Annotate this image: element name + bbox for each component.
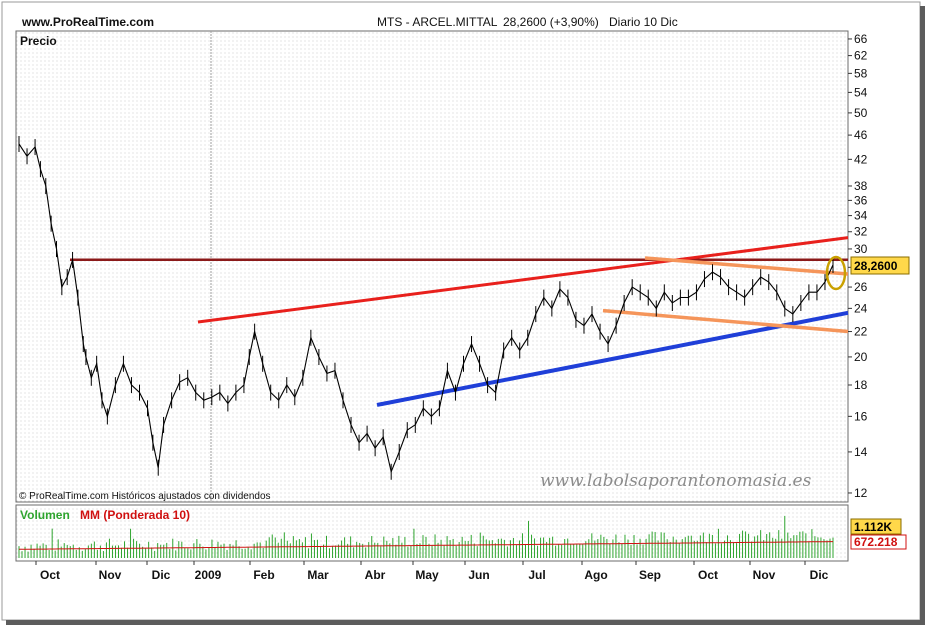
volume-tag: 1.112K <box>850 518 902 535</box>
frame-shadow-right <box>920 6 925 622</box>
price-bars <box>18 136 834 480</box>
period-label: Diario 10 Dic <box>609 15 678 29</box>
x-tick-label: Dic <box>152 568 171 582</box>
y-tick-label: 18 <box>854 378 868 392</box>
y-tick-label: 54 <box>854 85 868 99</box>
x-tick-label: Oct <box>40 568 60 582</box>
x-tick-label: 2009 <box>195 568 222 582</box>
y-tick-label: 26 <box>854 280 868 294</box>
frame-shadow-bottom <box>6 620 925 625</box>
x-tick-label: Ago <box>584 568 607 582</box>
instrument-name: MTS - ARCEL.MITTAL <box>377 15 498 29</box>
y-tick-label: 50 <box>854 106 868 120</box>
y-tick-label: 42 <box>854 152 868 166</box>
x-tick-label: Nov <box>99 568 122 582</box>
last-price-tag-text: 28,2600 <box>854 259 898 273</box>
site-title: www.ProRealTime.com <box>21 15 154 29</box>
x-tick-label: Sep <box>639 568 661 582</box>
x-tick-label: Oct <box>698 568 718 582</box>
volume-tag-text: 1.112K <box>854 520 892 534</box>
y-tick-label: 34 <box>854 209 868 223</box>
triangle-lower-line <box>602 308 849 334</box>
volume-ma-tag-text: 672.218 <box>854 535 898 549</box>
last-change: 28,2600 (+3,90%) <box>503 15 599 29</box>
last-price-highlight <box>825 255 847 291</box>
copyright-note: © ProRealTime.com Históricos ajustados c… <box>19 491 271 502</box>
volume-ma-tag: 672.218 <box>850 534 907 550</box>
x-tick-label: Feb <box>253 568 274 582</box>
y-tick-label: 22 <box>854 325 868 339</box>
x-tick-label: Jul <box>528 568 545 582</box>
price-panel-label: Precio <box>20 34 57 48</box>
y-tick-label: 46 <box>854 128 868 142</box>
volume-label: Volumen <box>20 508 70 522</box>
volume-bars <box>18 515 834 558</box>
x-tick-label: Abr <box>365 568 386 582</box>
y-tick-label: 32 <box>854 225 868 239</box>
watermark: www.labolsaporantonomasia.es <box>540 471 812 491</box>
y-tick-label: 24 <box>854 301 868 315</box>
x-tick-label: Jun <box>468 568 489 582</box>
time-axis: Oct Nov Dic 2009 Feb Mar Abr May Jun Jul Ago Sep Oct… <box>35 561 829 582</box>
y-tick-label: 62 <box>854 49 868 63</box>
upper-channel-line <box>197 236 849 324</box>
x-tick-label: May <box>415 568 439 582</box>
volume-ma-label: MM (Ponderada 10) <box>80 508 190 522</box>
x-tick-label: Mar <box>307 568 329 582</box>
last-price-tag: 28,2600 <box>850 256 910 275</box>
x-tick-label: Nov <box>753 568 776 582</box>
price-panel <box>15 30 849 503</box>
y-tick-label: 58 <box>854 66 868 80</box>
y-tick-label: 14 <box>854 445 868 459</box>
triangle-upper-line <box>644 256 849 276</box>
y-tick-label: 66 <box>854 32 868 46</box>
y-tick-label: 12 <box>854 486 868 500</box>
y-tick-label: 36 <box>854 193 868 207</box>
y-tick-label: 20 <box>854 350 868 364</box>
y-tick-label: 30 <box>854 242 868 256</box>
x-tick-label: Dic <box>810 568 829 582</box>
y-tick-label: 16 <box>854 409 868 423</box>
volume-moving-average <box>19 541 833 550</box>
y-tick-label: 38 <box>854 179 868 193</box>
